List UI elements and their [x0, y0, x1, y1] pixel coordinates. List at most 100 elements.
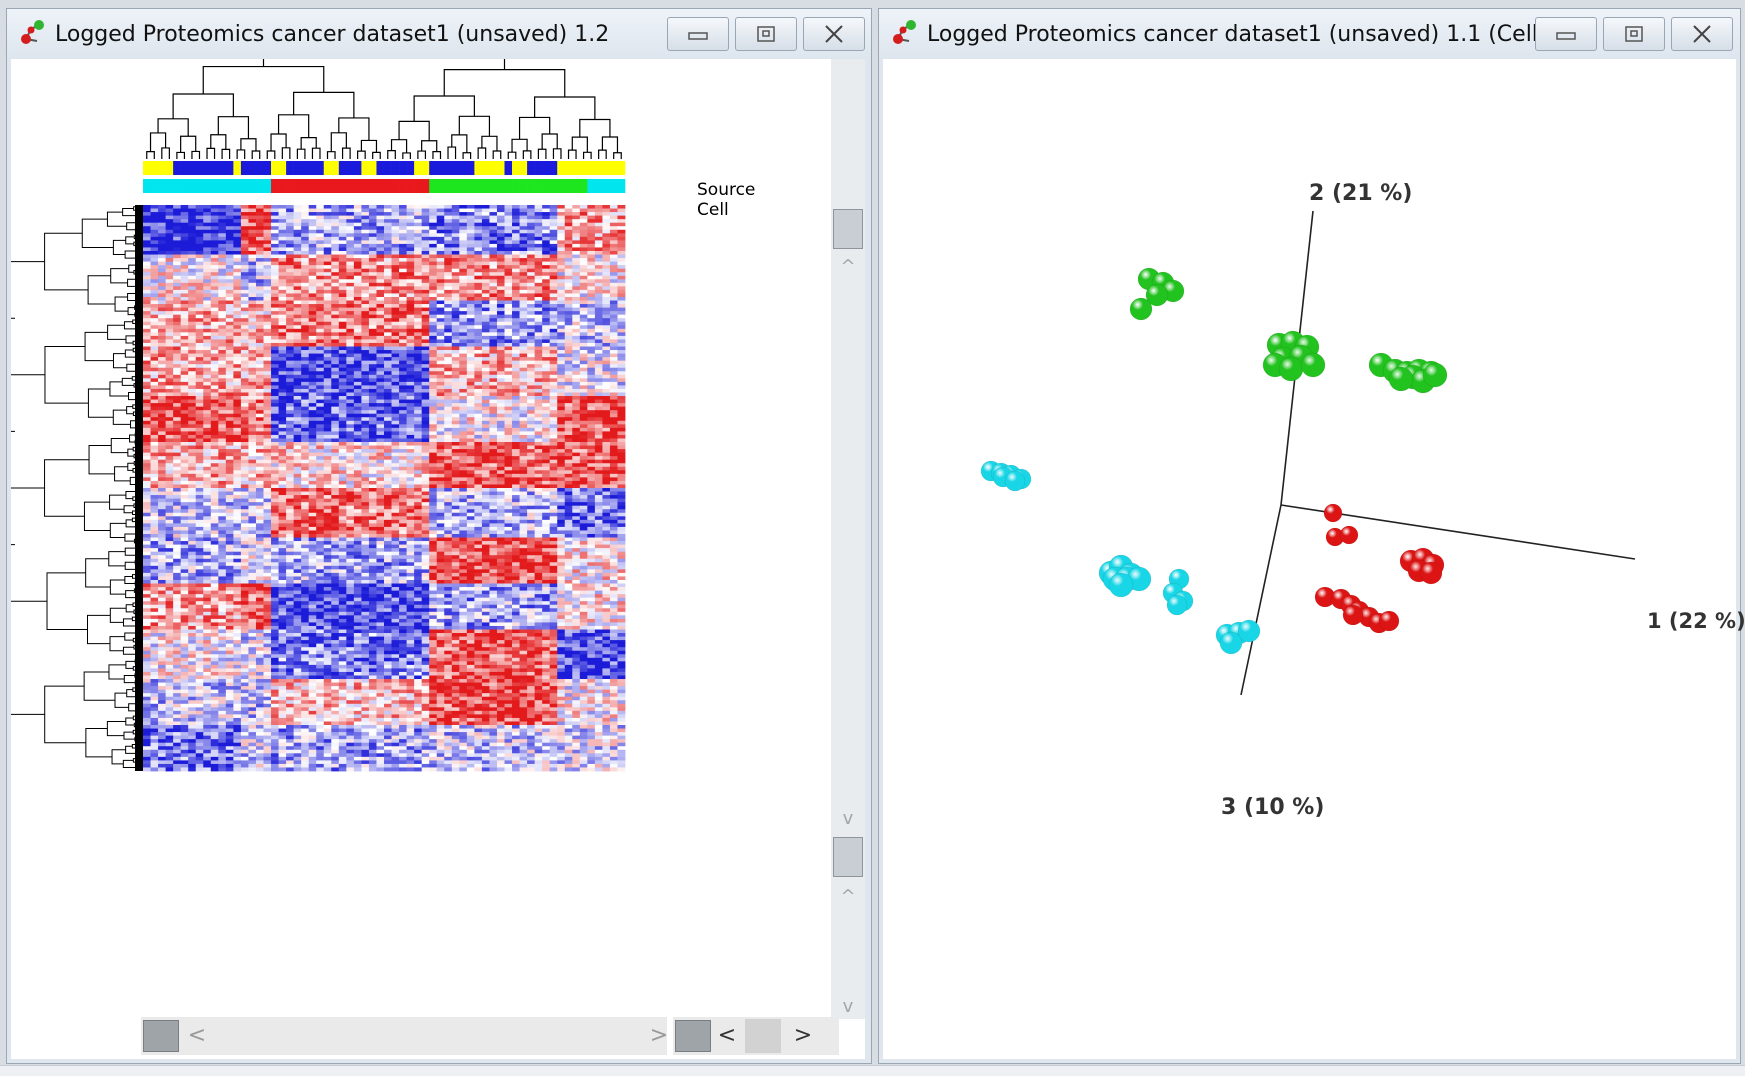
source-track-cell — [180, 161, 189, 175]
source-track-cell — [579, 161, 588, 175]
maximize-button[interactable] — [735, 17, 797, 51]
source-track-cell — [361, 161, 370, 175]
maximize-button[interactable] — [1603, 17, 1665, 51]
pca-sample-point[interactable] — [1108, 572, 1134, 598]
pca-sample-point[interactable] — [1323, 503, 1343, 523]
scroll-handle-icon[interactable] — [833, 837, 863, 877]
pca-3d-plot[interactable] — [883, 59, 1738, 1059]
pca-sample-point[interactable] — [1378, 610, 1400, 632]
pca-sample-point[interactable] — [1166, 594, 1188, 616]
cell-track-cell — [248, 179, 257, 193]
cell-track-cell — [293, 179, 302, 193]
cell-track-cell — [316, 179, 325, 193]
close-button[interactable] — [1671, 17, 1733, 51]
scroll-handle-icon[interactable] — [833, 209, 863, 249]
cell-track-cell — [368, 179, 377, 193]
heatmap-window-titlebar[interactable]: Logged Proteomics cancer dataset1 (unsav… — [7, 9, 871, 59]
cell-track-cell — [271, 179, 279, 193]
minimize-button[interactable] — [1535, 17, 1597, 51]
cell-track-cell — [466, 179, 475, 193]
row-leaf-band — [135, 205, 143, 771]
source-track-cell — [286, 161, 294, 175]
pca-sample-point[interactable] — [1419, 561, 1443, 585]
scroll-down-arrow[interactable]: v — [842, 808, 854, 829]
scroll-left-arrow[interactable]: < — [187, 1023, 207, 1048]
minimize-button[interactable] — [667, 17, 729, 51]
scroll-left-arrow[interactable]: < — [717, 1023, 737, 1048]
cell-track-cell — [459, 179, 468, 193]
cell-track-cell — [301, 179, 309, 193]
pca-sample-point[interactable] — [1300, 352, 1326, 378]
scroll-up-arrow[interactable]: ^ — [840, 256, 856, 277]
cell-track-cell — [376, 179, 385, 193]
pca-window-titlebar[interactable]: Logged Proteomics cancer dataset1 (unsav… — [879, 9, 1740, 59]
cell-track-cell — [451, 179, 460, 193]
source-track-cell — [225, 161, 234, 175]
pca-sample-point[interactable] — [1237, 619, 1261, 643]
cell-track-cell — [602, 179, 611, 193]
horizontal-scrollbar-2[interactable]: < > — [673, 1017, 839, 1055]
cell-track-cell — [489, 179, 498, 193]
source-track-cell — [587, 161, 596, 175]
scroll-right-arrow[interactable]: > — [793, 1023, 813, 1048]
row-dendrogram — [11, 206, 141, 770]
source-track-cell — [602, 161, 611, 175]
pca-canvas[interactable]: 2 (21 %) 1 (22 %) 3 (10 %) — [883, 59, 1745, 1059]
source-track-cell — [301, 161, 309, 175]
pca-sample-point[interactable] — [1145, 283, 1169, 307]
source-track-cell — [572, 161, 581, 175]
scroll-handle-icon[interactable] — [143, 1020, 179, 1052]
source-track-cell — [519, 161, 528, 175]
scroll-thumb[interactable] — [745, 1019, 781, 1053]
maximize-icon — [1625, 26, 1643, 42]
source-track-cell — [188, 161, 197, 175]
pca-sample-point[interactable] — [1278, 356, 1304, 382]
cell-track-cell — [240, 179, 249, 193]
pca-sample-point[interactable] — [1219, 631, 1243, 655]
source-track-cell — [436, 161, 445, 175]
scroll-right-arrow[interactable]: > — [649, 1023, 669, 1048]
cell-track-cell — [527, 179, 535, 193]
pca-sample-point[interactable] — [1388, 366, 1414, 392]
source-track-cell — [527, 161, 535, 175]
cell-track-cell — [323, 179, 332, 193]
pca-sample-point[interactable] — [1339, 525, 1359, 545]
scroll-down-arrow[interactable]: v — [842, 996, 854, 1017]
source-track-cell — [263, 161, 272, 175]
cell-track-cell — [512, 179, 520, 193]
source-track-cell — [203, 161, 212, 175]
axis-label-1: 1 (22 %) — [1647, 609, 1745, 633]
cell-track-cell — [557, 179, 566, 193]
close-button[interactable] — [803, 17, 865, 51]
pca-cluster — [1262, 330, 1326, 382]
heatmap-plot[interactable] — [11, 59, 841, 1019]
source-track-cell — [617, 161, 626, 175]
source-track-cell — [384, 161, 392, 175]
source-track-cell — [414, 161, 422, 175]
source-track-cell — [406, 161, 415, 175]
pca-sample-point[interactable] — [1342, 604, 1364, 626]
scroll-handle-icon[interactable] — [675, 1020, 711, 1052]
source-track-cell — [368, 161, 377, 175]
cell-track-cell — [286, 179, 294, 193]
source-track-cell — [564, 161, 573, 175]
source-track-cell — [594, 161, 603, 175]
cell-track-cell — [361, 179, 370, 193]
cell-track-cell — [481, 179, 490, 193]
horizontal-scrollbar-1[interactable]: < > — [141, 1017, 668, 1055]
pca-sample-point[interactable] — [1004, 470, 1026, 492]
pca-sample-point[interactable] — [1422, 362, 1448, 388]
cell-track-cell — [210, 179, 219, 193]
pca-sample-point[interactable] — [1129, 297, 1153, 321]
cell-track-cell — [203, 179, 212, 193]
source-track-cell — [489, 161, 498, 175]
cell-track-cell — [278, 179, 287, 193]
vertical-scrollbar[interactable]: ^ v ^ v — [831, 59, 865, 1019]
source-track-cell — [316, 161, 325, 175]
pca-cluster — [1215, 619, 1261, 655]
scroll-up-arrow[interactable]: ^ — [840, 886, 856, 907]
source-track-cell — [399, 161, 407, 175]
heatmap-canvas[interactable]: Source Cell ^ v ^ v < > < > — [11, 59, 865, 1059]
source-track-cell — [474, 161, 483, 175]
app-logo-icon — [893, 20, 916, 44]
